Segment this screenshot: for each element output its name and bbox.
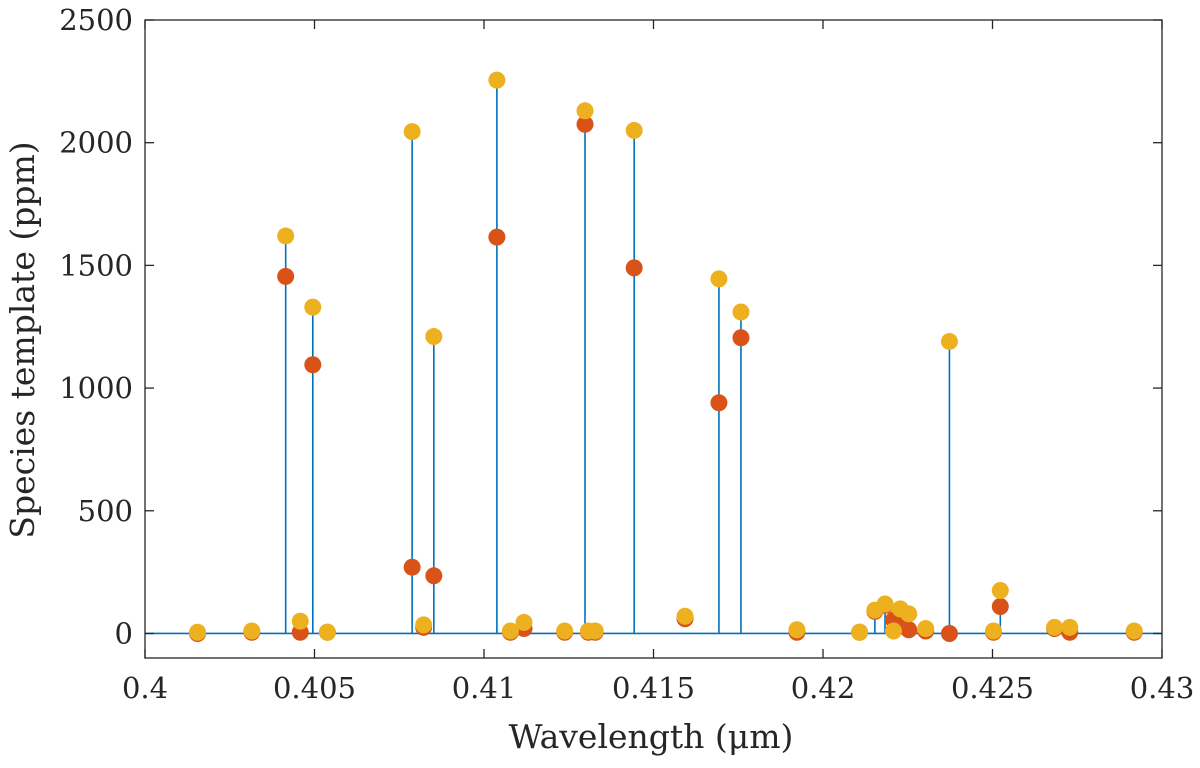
red-marker — [576, 115, 594, 133]
red-marker — [425, 567, 443, 585]
red-marker — [277, 267, 295, 285]
y-tick-label: 500 — [78, 494, 133, 528]
axes — [144, 19, 1163, 659]
yellow-marker — [291, 612, 309, 630]
x-tick-label: 0.4 — [122, 671, 168, 705]
red-marker — [403, 558, 421, 576]
axes-box — [144, 19, 1163, 659]
yellow-marker — [876, 595, 894, 613]
yellow-marker — [940, 332, 958, 350]
red-marker — [710, 394, 728, 412]
yellow-marker — [676, 607, 694, 625]
yellow-marker — [851, 623, 869, 641]
yellow-marker — [189, 623, 207, 641]
yellow-marker — [425, 328, 443, 346]
yellow-marker — [985, 622, 1003, 640]
red-marker — [732, 329, 750, 347]
yellow-marker — [403, 123, 421, 141]
yellow-marker — [515, 613, 533, 631]
x-tick-label: 0.405 — [273, 671, 356, 705]
y-tick-label: 1000 — [59, 371, 133, 405]
yellow-marker — [277, 227, 295, 245]
y-tick-label: 0 — [115, 616, 133, 650]
yellow-marker — [991, 582, 1009, 600]
y-tick-label: 2000 — [59, 126, 133, 160]
markers-layer — [189, 71, 1143, 642]
red-marker — [488, 228, 506, 246]
yellow-marker — [1061, 618, 1079, 636]
yellow-marker — [917, 620, 935, 638]
yellow-marker — [415, 616, 433, 634]
yellow-marker — [885, 622, 903, 640]
spectrum-layer — [145, 80, 1162, 635]
yellow-marker — [556, 622, 574, 640]
yellow-marker — [243, 622, 261, 640]
y-tick-label: 1500 — [59, 248, 133, 282]
yellow-marker — [586, 622, 604, 640]
yellow-marker — [318, 623, 336, 641]
red-marker — [991, 597, 1009, 615]
y-axis-title: Species template (ppm) — [3, 141, 42, 538]
yellow-marker — [576, 102, 594, 120]
red-marker — [625, 259, 643, 277]
yellow-marker — [625, 121, 643, 139]
red-marker — [940, 624, 958, 642]
yellow-marker — [788, 621, 806, 639]
red-marker — [304, 356, 322, 374]
y-tick-label: 2500 — [59, 3, 133, 37]
yellow-marker — [501, 622, 519, 640]
x-tick-label: 0.425 — [951, 671, 1034, 705]
yellow-marker — [488, 71, 506, 89]
x-tick-label: 0.42 — [791, 671, 856, 705]
yellow-marker — [304, 298, 322, 316]
yellow-marker — [710, 270, 728, 288]
red-marker — [900, 621, 918, 639]
x-tick-label: 0.41 — [452, 671, 517, 705]
yellow-marker — [900, 605, 918, 623]
x-axis-title: Wavelength (μm) — [509, 717, 794, 756]
yellow-marker — [1125, 622, 1143, 640]
ticks: 0.4 0.405 0.41 0.415 0.42 0.425 0.43 0 500 1000 15… — [59, 3, 1194, 705]
yellow-marker — [732, 303, 750, 321]
x-tick-label: 0.415 — [612, 671, 695, 705]
x-tick-label: 0.43 — [1130, 671, 1195, 705]
yellow-marker — [1046, 618, 1064, 636]
